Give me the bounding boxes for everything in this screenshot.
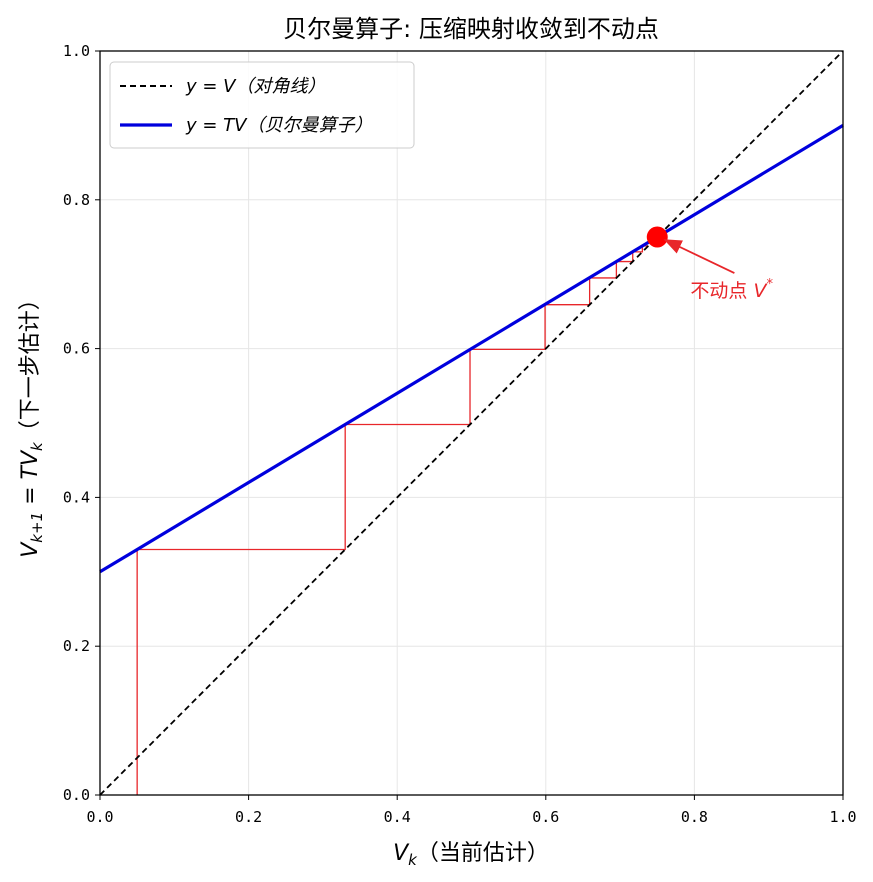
- x-tick-label: 0.6: [532, 808, 559, 826]
- x-tick-label: 0.0: [86, 808, 113, 826]
- ticks: 0.0 0.2 0.4 0.6 0.8 1.0 0.0 0.2 0.4 0.6 0.8 1.0: [63, 42, 857, 826]
- y-tick-label: 0.2: [63, 637, 90, 655]
- series-diagonal-line: [99, 50, 844, 796]
- x-axis-label: Vk（当前估计）: [393, 841, 549, 869]
- y-tick-label: 0.6: [63, 340, 90, 358]
- fixed-point-marker: [646, 226, 668, 248]
- y-axis-label: Vk+1 = TVk（下一步估计）: [18, 288, 46, 558]
- x-tick-label: 0.2: [235, 808, 262, 826]
- legend-label-diagonal: y = V（对角线）: [185, 76, 326, 97]
- x-tick-label: 0.8: [681, 808, 708, 826]
- y-tick-label: 0.4: [63, 488, 90, 506]
- fixed-point-label: 不动点 V*: [690, 277, 773, 302]
- legend-label-bellman: y = TV（贝尔曼算子）: [185, 115, 373, 136]
- fixed-point-annotation: 不动点 V*: [663, 239, 773, 302]
- x-tick-label: 0.4: [384, 808, 411, 826]
- legend: y = V（对角线） y = TV（贝尔曼算子）: [109, 61, 415, 149]
- series-bellman-line: [99, 124, 844, 574]
- y-tick-label: 1.0: [63, 42, 90, 60]
- series-layer: [99, 50, 844, 796]
- y-axis-label-var: V: [18, 541, 43, 558]
- y-axis-label-eq: =: [18, 479, 43, 511]
- y-axis-label-sub2: k: [28, 441, 46, 451]
- chart-title: 贝尔曼算子: 压缩映射收敛到不动点: [283, 15, 659, 43]
- y-axis-label-text: （下一步估计）: [18, 288, 43, 442]
- legend-box: [109, 61, 415, 149]
- x-axis-label-sub: k: [408, 851, 418, 869]
- plot-frame: [99, 50, 844, 796]
- fixed-point-arrow: [663, 239, 735, 274]
- y-tick-label: 0.8: [63, 191, 90, 209]
- y-axis-label-sub: k+1: [28, 512, 46, 543]
- x-axis-label-var: V: [393, 841, 410, 866]
- x-tick-label: 1.0: [829, 808, 856, 826]
- y-tick-label: 0.0: [63, 786, 90, 804]
- y-axis-label-tv: TV: [18, 449, 43, 479]
- x-axis-label-text: （当前估计）: [417, 841, 549, 866]
